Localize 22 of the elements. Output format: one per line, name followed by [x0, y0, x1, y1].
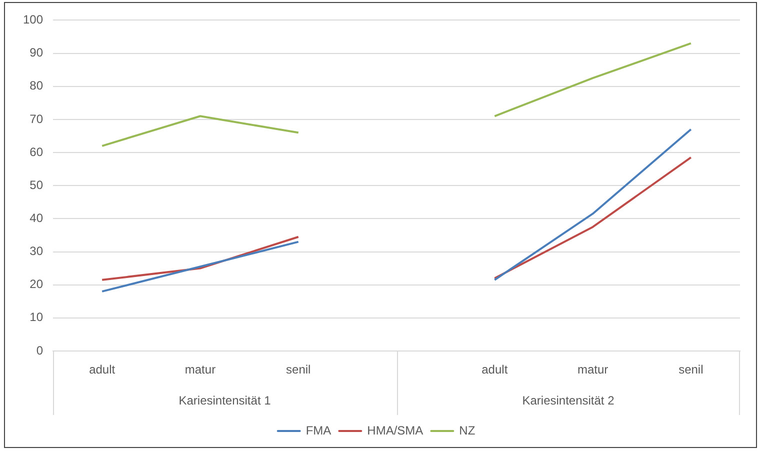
text: Kariesintensität 2 — [522, 393, 615, 408]
y-tick-label: 60 — [30, 144, 44, 159]
y-tick-label: 90 — [30, 46, 44, 60]
legend-label: NZ — [459, 423, 476, 438]
x-tick-label: adult — [482, 362, 508, 377]
y-tick-label: 40 — [30, 210, 44, 225]
text: Kariesintensität 1 — [178, 393, 272, 408]
x-tick-label: matur — [577, 362, 608, 377]
y-tick-label: 80 — [30, 78, 44, 93]
y-tick-label: 50 — [30, 178, 44, 192]
x-tick-label: senil — [286, 362, 311, 377]
x-tick-label: senil — [678, 362, 704, 377]
y-tick-label: 0 — [36, 343, 44, 358]
y-tick-label: 30 — [30, 244, 44, 258]
legend-label: HMA/SMA — [367, 423, 424, 438]
x-tick-label: adult — [89, 362, 116, 377]
y-tick-label: 20 — [30, 277, 44, 292]
y-tick-label: 70 — [30, 112, 44, 126]
legend-label: FMA — [306, 423, 332, 438]
y-tick-label: 10 — [30, 310, 44, 324]
y-tick-label: 100 — [22, 12, 44, 27]
x-tick-label: matur — [184, 362, 216, 377]
